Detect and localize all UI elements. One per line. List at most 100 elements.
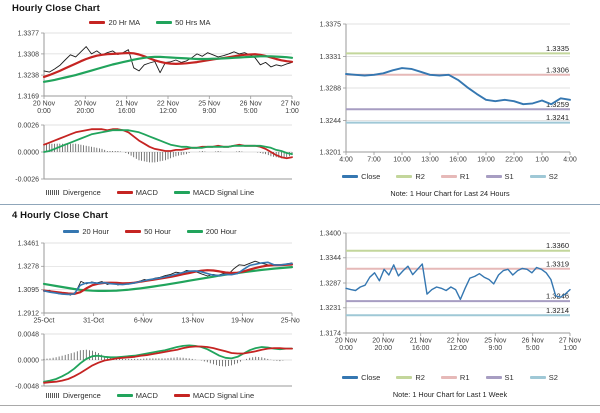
hourly-macd-legend: Divergence MACD MACD Signal Line: [0, 188, 300, 197]
legend-label: Close: [361, 373, 381, 382]
svg-text:10:00: 10:00: [393, 157, 411, 164]
svg-text:1.3238: 1.3238: [18, 73, 40, 80]
svg-text:7:00: 7:00: [367, 157, 381, 164]
legend-label: S2: [548, 373, 558, 382]
legend-item: Close: [342, 373, 380, 382]
svg-text:16:00: 16:00: [449, 157, 467, 164]
legend-item: Close: [342, 172, 380, 181]
svg-text:1.3461: 1.3461: [18, 240, 40, 247]
legend-item: R1: [440, 172, 470, 181]
line-swatch-icon: [156, 21, 173, 24]
svg-text:-0.0048: -0.0048: [15, 383, 39, 389]
pivot-24h-panel: 1.3375 1.3331 1.3288 1.3244 1.3201 4:00 7:00 10…: [300, 0, 600, 204]
line-swatch-icon: [125, 230, 142, 233]
legend-item: S2: [529, 373, 558, 382]
svg-text:1.3375: 1.3375: [320, 21, 342, 28]
line-swatch-icon: [529, 175, 546, 178]
svg-text:1.3360: 1.3360: [546, 241, 569, 250]
bars-swatch-icon: [45, 393, 60, 398]
legend-label: MACD: [135, 188, 158, 197]
legend-label: R2: [415, 373, 425, 382]
svg-text:19-Nov: 19-Nov: [231, 318, 254, 325]
svg-text:25-Oct: 25-Oct: [33, 318, 54, 325]
legend-item: R1: [440, 373, 470, 382]
hourly-chart-title: Hourly Close Chart: [12, 3, 100, 14]
svg-text:1.3169: 1.3169: [18, 93, 40, 100]
legend-item: MACD Signal Line: [173, 188, 254, 197]
legend-label: R2: [415, 172, 425, 181]
svg-text:1.3288: 1.3288: [320, 85, 342, 92]
pivot-1week-panel: 1.3400 1.3344 1.3287 1.3231 1.3174 20 Nov 0:00…: [300, 205, 600, 405]
line-swatch-icon: [529, 376, 546, 379]
legend-label: R1: [459, 172, 470, 181]
svg-text:1.3201: 1.3201: [320, 149, 342, 156]
pivot-24h-legend: Close R2 R1 S1 S2: [300, 172, 600, 181]
line-swatch-icon: [186, 230, 203, 233]
svg-text:1:00: 1:00: [535, 157, 549, 164]
legend-item: Divergence: [45, 188, 101, 197]
svg-text:0.0048: 0.0048: [18, 331, 40, 338]
legend-label: 20 Hr MA: [108, 18, 141, 27]
line-swatch-icon: [485, 376, 502, 379]
svg-text:1.3319: 1.3319: [546, 259, 569, 268]
legend-item: Divergence: [45, 391, 101, 400]
legend-item: S1: [485, 373, 514, 382]
legend-label: S1: [504, 172, 514, 181]
svg-text:6-Nov: 6-Nov: [134, 318, 153, 325]
hourly-close-panel: Hourly Close Chart 20 Hr MA 50 Hrs MA 1.3…: [0, 0, 300, 204]
line-swatch-icon: [342, 376, 359, 379]
svg-text:1.3400: 1.3400: [320, 230, 342, 237]
legend-item: MACD: [116, 188, 158, 197]
pivot-1week-note: Note: 1 Hour Chart for Last 1 Week: [392, 390, 508, 399]
svg-text:1.3241: 1.3241: [546, 113, 569, 122]
svg-text:1.2912: 1.2912: [18, 310, 40, 317]
line-swatch-icon: [173, 191, 190, 194]
svg-text:1.3259: 1.3259: [546, 100, 569, 109]
four-hourly-macd-legend: Divergence MACD MACD Signal Line: [0, 391, 300, 400]
legend-item: 50 Hour: [125, 227, 171, 236]
legend-item: 20 Hr MA: [89, 18, 140, 27]
legend-label: Divergence: [62, 391, 101, 400]
bottom-divider: [0, 405, 600, 406]
svg-text:1.3335: 1.3335: [546, 44, 569, 53]
line-swatch-icon: [116, 191, 133, 194]
line-swatch-icon: [173, 394, 190, 397]
four-hourly-close-panel: 4 Hourly Close Chart 20 Hour 50 Hour 200 H…: [0, 205, 300, 405]
svg-text:1.3244: 1.3244: [320, 118, 342, 125]
line-swatch-icon: [440, 376, 457, 379]
svg-text:0.0026: 0.0026: [18, 122, 40, 129]
legend-label: 20 Hour: [82, 227, 110, 236]
svg-text:31-Oct: 31-Oct: [83, 318, 104, 325]
legend-item: MACD: [116, 391, 158, 400]
line-swatch-icon: [485, 175, 502, 178]
legend-label: Close: [361, 172, 381, 181]
svg-text:1.3174: 1.3174: [320, 330, 342, 337]
legend-label: MACD Signal Line: [192, 391, 255, 400]
svg-text:0.0000: 0.0000: [18, 149, 40, 156]
svg-text:1.3214: 1.3214: [546, 306, 569, 315]
legend-label: S2: [548, 172, 558, 181]
pivot-1week-legend: Close R2 R1 S1 S2: [300, 373, 600, 382]
legend-item: MACD Signal Line: [173, 391, 255, 400]
bars-swatch-icon: [45, 190, 60, 195]
four-hourly-macd-chart: 0.0048 0.0000 -0.0048: [15, 331, 293, 389]
svg-text:25-Nov: 25-Nov: [281, 318, 300, 325]
line-swatch-icon: [440, 175, 457, 178]
svg-text:4:00: 4:00: [563, 157, 577, 164]
legend-item: R2: [396, 172, 425, 181]
line-swatch-icon: [116, 394, 133, 397]
four-hourly-chart-title: 4 Hourly Close Chart: [12, 210, 108, 221]
